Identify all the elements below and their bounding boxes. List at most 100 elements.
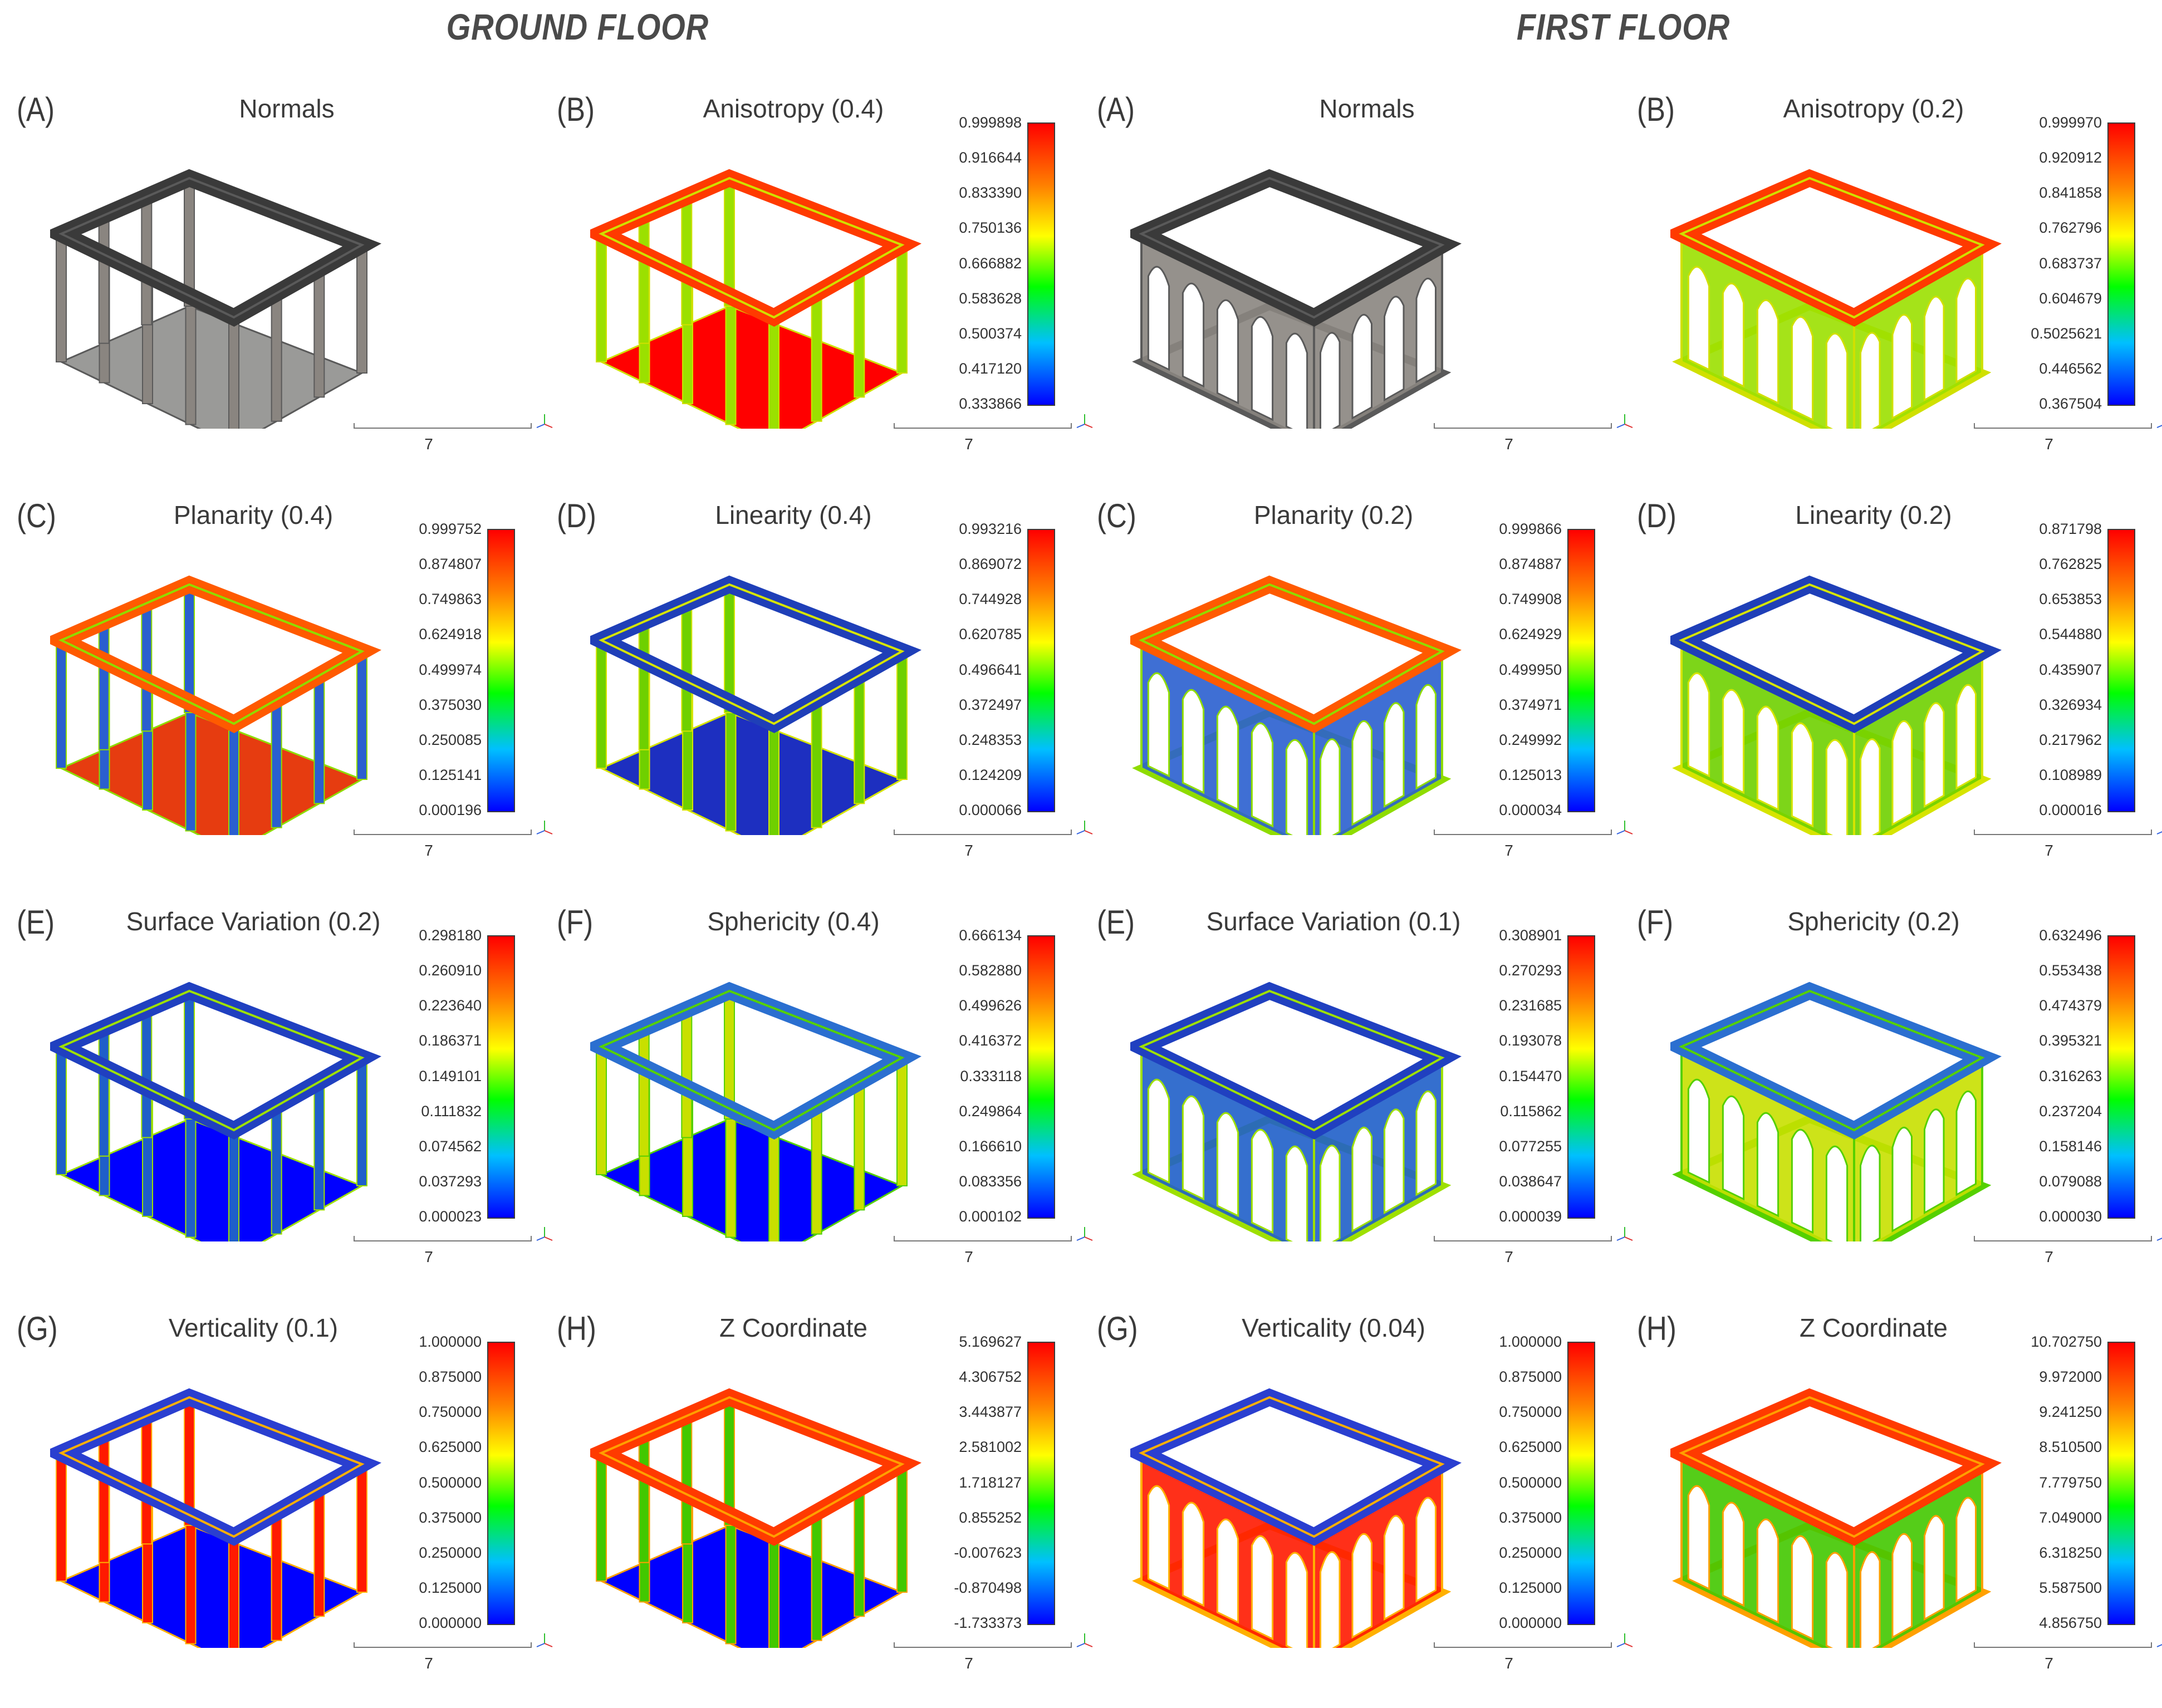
panel-title: Surface Variation (0.2): [126, 907, 381, 936]
arch-opening: [1891, 1533, 1913, 1639]
color-scale-bar: [487, 1342, 515, 1625]
color-scale-bar: [487, 935, 515, 1219]
arch-opening: [1924, 296, 1945, 402]
tick-label: 0.248353: [959, 731, 1022, 748]
panel-letter: (G): [1097, 1310, 1138, 1347]
tick-label: 0.749908: [1499, 591, 1562, 608]
tick-label: 0.624929: [1499, 626, 1562, 643]
scale-label: 7: [964, 1655, 973, 1672]
tick-label: 0.744928: [959, 591, 1022, 608]
arch-opening: [1791, 316, 1814, 421]
scale-label: 7: [424, 435, 433, 453]
pillar: [271, 292, 282, 422]
tick-label: 0.604679: [2039, 289, 2102, 307]
scale-label: 7: [964, 842, 973, 859]
arch-opening: [1756, 299, 1779, 405]
color-scale-ticks: 0.308901 0.270293 0.231685 0.193078 0.154470…: [1442, 928, 1562, 1224]
panel-letter: (C): [1097, 497, 1136, 534]
pillar: [681, 1415, 693, 1545]
structure-model: [50, 981, 381, 1241]
point-cloud-render: [1130, 1388, 1462, 1648]
tick-label: 0.417120: [959, 360, 1022, 377]
pillar: [725, 296, 737, 425]
color-scale-bar: [2107, 1342, 2135, 1625]
scale-label: 7: [2045, 842, 2053, 859]
tick-label: 0.875000: [1499, 1368, 1562, 1386]
tick-label: 0.999970: [2039, 114, 2102, 131]
pillar: [596, 1452, 607, 1582]
structure-model: [50, 169, 381, 429]
point-cloud-render: [1670, 1388, 2002, 1648]
tick-label: 0.083356: [959, 1172, 1022, 1190]
color-scale-bar: [2107, 122, 2135, 406]
arch-opening: [1147, 672, 1170, 778]
panel-title: Surface Variation (0.1): [1206, 907, 1461, 936]
scale-bar: [1974, 423, 2152, 429]
arch-opening: [1825, 1552, 1849, 1648]
arch-opening: [1415, 277, 1437, 384]
tick-label: 5.169627: [959, 1333, 1022, 1350]
tick-label: 0.500374: [959, 325, 1022, 342]
arch-opening: [1791, 722, 1814, 828]
arch-opening: [1860, 332, 1881, 429]
color-scale-bar: [1027, 529, 1055, 812]
tick-label: 0.999752: [419, 521, 482, 537]
panel-planarity-ground: (C) Planarity (0.4) 0.999752 0.874807 0.7498…: [17, 490, 557, 895]
tick-label: 0.249864: [959, 1102, 1022, 1120]
tick-label: 0.367504: [2039, 395, 2102, 412]
arch-opening: [1181, 282, 1205, 388]
arch-opening: [1216, 705, 1239, 811]
pillar: [768, 723, 780, 835]
tick-label: 0.625000: [419, 1439, 482, 1456]
arch-opening: [1216, 1518, 1239, 1624]
arch-opening: [1285, 1145, 1308, 1241]
point-cloud-render: [50, 169, 381, 429]
pillar: [811, 292, 822, 422]
tick-label: 0.038647: [1499, 1172, 1562, 1190]
pillar: [681, 196, 693, 326]
arch-opening: [1415, 1090, 1437, 1196]
tick-label: 0.993216: [959, 521, 1022, 537]
color-scale-ticks: 0.298180 0.260910 0.223640 0.186371 0.149101…: [362, 928, 482, 1224]
tick-label: 0.762825: [2039, 556, 2102, 573]
tick-label: 0.316263: [2039, 1067, 2102, 1084]
tick-label: 0.666882: [959, 254, 1022, 272]
tick-label: 0.000066: [959, 802, 1022, 818]
tick-label: 0.499974: [419, 661, 482, 678]
tick-label: 0.375000: [419, 1509, 482, 1526]
axis-triad-icon: [1616, 1633, 1633, 1647]
tick-label: 0.920912: [2039, 149, 2102, 166]
pillar: [811, 1511, 822, 1641]
pillar: [141, 1009, 153, 1138]
ring-beam-edge: [1679, 176, 1985, 319]
arch-opening: [1756, 1112, 1779, 1218]
pillar: [638, 214, 650, 344]
panel-letter: (B): [1637, 91, 1675, 128]
scale-bar: [894, 830, 1072, 835]
tick-label: 0.333118: [960, 1067, 1022, 1084]
tick-label: 0.916644: [959, 149, 1022, 166]
pillar: [98, 621, 110, 750]
panel-title: Linearity (0.2): [1795, 500, 1952, 529]
pillar: [185, 296, 197, 425]
tick-label: 0.166610: [959, 1137, 1022, 1155]
tick-label: 0.333866: [959, 395, 1022, 412]
pillar: [596, 640, 607, 769]
tick-label: 0.308901: [1499, 927, 1562, 944]
point-cloud-render: [1130, 981, 1462, 1241]
pillar: [228, 317, 239, 429]
tick-label: 0.416372: [959, 1032, 1022, 1049]
panel-sphericity-first: (F) Sphericity (0.2) 0.632496 0.553438 0.474…: [1637, 896, 2162, 1302]
tick-label: 0.435907: [2039, 661, 2102, 678]
tick-label: 0.154470: [1499, 1067, 1562, 1084]
panel-title: Normals: [239, 94, 335, 123]
axis-triad-icon: [1076, 1227, 1093, 1241]
tick-label: 6.318250: [2039, 1544, 2102, 1561]
tick-label: 0.500000: [419, 1474, 482, 1491]
tick-label: 0.326934: [2039, 696, 2102, 713]
axis-triad-icon: [2156, 425, 2162, 428]
color-scale-bar: [1567, 529, 1595, 812]
arch-opening: [1687, 266, 1710, 371]
pillar: [681, 602, 693, 732]
tick-label: 0.037293: [419, 1172, 482, 1190]
